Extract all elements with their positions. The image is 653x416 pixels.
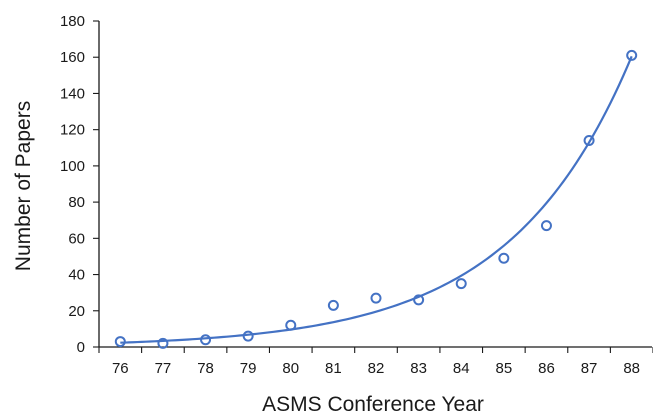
data-point	[540, 220, 552, 232]
y-tick-label: 80	[68, 194, 85, 211]
y-tick-label: 120	[60, 122, 85, 139]
x-tick-label: 88	[623, 360, 640, 377]
x-tick-label: 86	[538, 360, 555, 377]
data-point	[242, 330, 254, 342]
data-points	[114, 49, 638, 349]
y-tick-label: 20	[68, 303, 85, 320]
data-point	[498, 252, 510, 264]
x-tick-label: 76	[112, 360, 129, 377]
data-point	[455, 278, 467, 290]
x-tick-label: 83	[410, 360, 427, 377]
data-point	[285, 319, 297, 331]
data-point	[157, 337, 169, 349]
exponential-trendline	[120, 55, 633, 344]
y-tick-label: 100	[60, 158, 85, 175]
x-tick-label: 81	[325, 360, 342, 377]
y-tick-label: 60	[68, 230, 85, 247]
x-tick-label: 87	[581, 360, 598, 377]
y-axis-title: Number of Papers	[12, 101, 35, 271]
data-point	[327, 299, 339, 311]
x-axis-title: ASMS Conference Year	[262, 393, 484, 416]
y-tick-label: 0	[77, 339, 85, 356]
x-tick-label: 78	[197, 360, 214, 377]
data-point	[114, 336, 126, 348]
y-tick-label: 140	[60, 85, 85, 102]
data-point	[370, 292, 382, 304]
x-tick-label: 82	[368, 360, 385, 377]
y-tick-label: 160	[60, 49, 85, 66]
data-point	[626, 49, 638, 61]
x-tick-label: 85	[496, 360, 513, 377]
x-tick-label: 80	[282, 360, 299, 377]
x-tick-label: 77	[155, 360, 172, 377]
data-point	[413, 294, 425, 306]
y-tick-label: 180	[60, 13, 85, 30]
x-tick-label: 79	[240, 360, 257, 377]
data-point	[200, 334, 212, 346]
x-tick-label: 84	[453, 360, 470, 377]
data-point	[583, 135, 595, 147]
x-axis-ticks: 76 77 78 79 80 81 82 83 84 85 86 87 88	[98, 347, 653, 377]
y-tick-label: 40	[68, 267, 85, 284]
y-axis-ticks: 0 20 40 60 80 100 120 140 160 180	[60, 13, 99, 356]
